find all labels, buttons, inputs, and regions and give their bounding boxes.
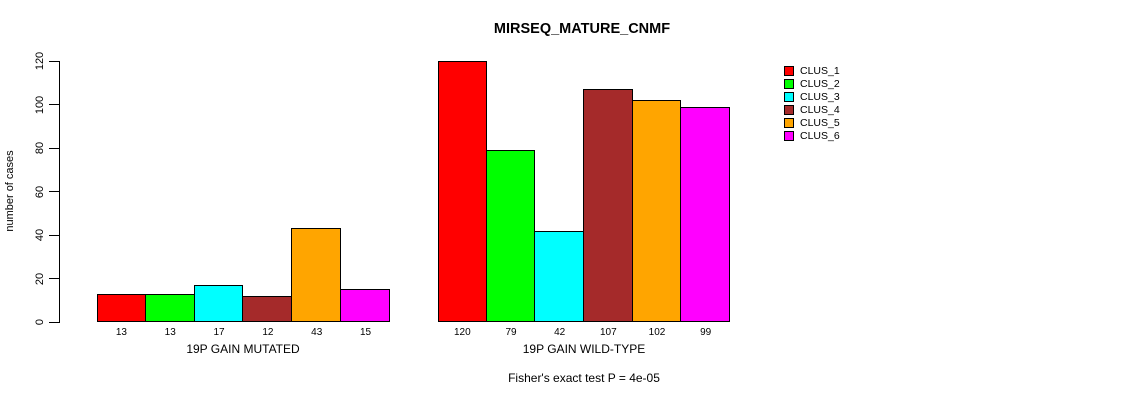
bar-value-label: 13 [164,327,176,338]
legend-swatch-clus_3 [784,92,794,102]
bar-value-label: 12 [262,327,274,338]
bar-value-label: 17 [213,327,225,338]
bar-value-label: 79 [505,327,517,338]
bar-value-label: 120 [453,327,471,338]
bar-clus_1-group2 [438,61,487,322]
legend-swatch-clus_6 [784,131,794,141]
group-label-1: 19P GAIN MUTATED [186,342,300,356]
bar-value-label: 43 [311,327,323,338]
bar-value-label: 102 [648,327,666,338]
bar-clus_3-group2 [534,231,584,322]
fisher-test-annotation: Fisher's exact test P = 4e-05 [508,371,660,385]
bar-value-label: 99 [700,327,712,338]
bar-clus_5-group2 [632,100,681,322]
legend-swatch-clus_5 [784,118,794,128]
bar-clus_2-group2 [486,150,535,322]
bar-clus_6-group1 [340,289,390,322]
bar-value-label: 15 [360,327,372,338]
legend-label-clus_3: CLUS_3 [800,91,840,103]
y-tick-mark [49,278,59,279]
y-tick-label: 40 [34,228,46,242]
group-label-2: 19P GAIN WILD-TYPE [522,342,646,356]
bar-clus_3-group1 [194,285,243,322]
legend-label-clus_5: CLUS_5 [800,117,840,129]
bar-value-label: 13 [115,327,127,338]
bar-clus_1-group1 [97,294,146,322]
chart-title: MIRSEQ_MATURE_CNMF [493,21,671,37]
y-tick-mark [49,234,59,236]
y-tick-mark [49,191,59,192]
bar-clus_2-group1 [145,294,195,322]
legend-swatch-clus_1 [784,66,794,76]
y-tick-mark [49,147,59,149]
y-tick-label: 120 [34,51,46,71]
y-tick-label: 80 [34,141,46,155]
y-tick-mark [49,60,59,62]
legend-label-clus_2: CLUS_2 [800,78,840,90]
bar-clus_6-group2 [680,107,730,322]
legend-label-clus_4: CLUS_4 [800,104,840,116]
y-tick-mark [49,321,59,323]
bar-value-label: 107 [600,327,617,338]
bar-clus_5-group1 [291,228,341,322]
y-tick-label: 0 [34,318,46,326]
y-tick-label: 20 [34,272,46,285]
bar-clus_4-group2 [583,89,633,322]
bar-value-label: 42 [554,327,566,338]
legend-label-clus_6: CLUS_6 [800,130,840,142]
legend-swatch-clus_4 [784,105,794,115]
y-tick-mark [49,104,59,105]
y-axis-label: number of cases [4,150,16,232]
bar-clus_4-group1 [242,296,292,322]
y-axis-line [59,61,60,323]
legend-label-clus_1: CLUS_1 [800,65,840,77]
legend-swatch-clus_2 [784,79,794,89]
y-tick-label: 100 [34,95,46,114]
y-tick-label: 60 [34,185,46,198]
